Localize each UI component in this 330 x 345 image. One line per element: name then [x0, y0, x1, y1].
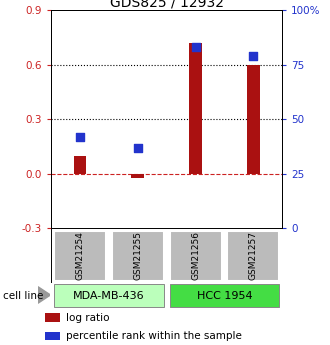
Bar	[45, 332, 59, 340]
Bar	[131, 174, 144, 178]
FancyBboxPatch shape	[170, 230, 221, 281]
FancyBboxPatch shape	[54, 230, 106, 281]
Title: GDS825 / 12932: GDS825 / 12932	[110, 0, 224, 9]
Polygon shape	[38, 287, 50, 303]
Bar	[170, 284, 279, 307]
Bar	[189, 43, 202, 174]
Text: MDA-MB-436: MDA-MB-436	[73, 291, 145, 301]
Bar	[54, 284, 164, 307]
Text: log ratio: log ratio	[66, 313, 110, 323]
Text: cell line: cell line	[3, 291, 44, 301]
Bar	[45, 314, 59, 322]
Point	[193, 45, 198, 50]
Bar	[247, 65, 260, 174]
Text: GSM21257: GSM21257	[249, 231, 258, 280]
FancyBboxPatch shape	[227, 230, 279, 281]
Text: GSM21255: GSM21255	[133, 231, 142, 280]
Text: HCC 1954: HCC 1954	[197, 291, 252, 301]
Point	[251, 53, 256, 59]
Point	[77, 134, 82, 140]
Text: percentile rank within the sample: percentile rank within the sample	[66, 331, 242, 341]
FancyBboxPatch shape	[112, 230, 164, 281]
Text: GSM21254: GSM21254	[76, 231, 84, 280]
Text: GSM21256: GSM21256	[191, 231, 200, 280]
Point	[135, 145, 140, 150]
Bar	[74, 156, 86, 174]
